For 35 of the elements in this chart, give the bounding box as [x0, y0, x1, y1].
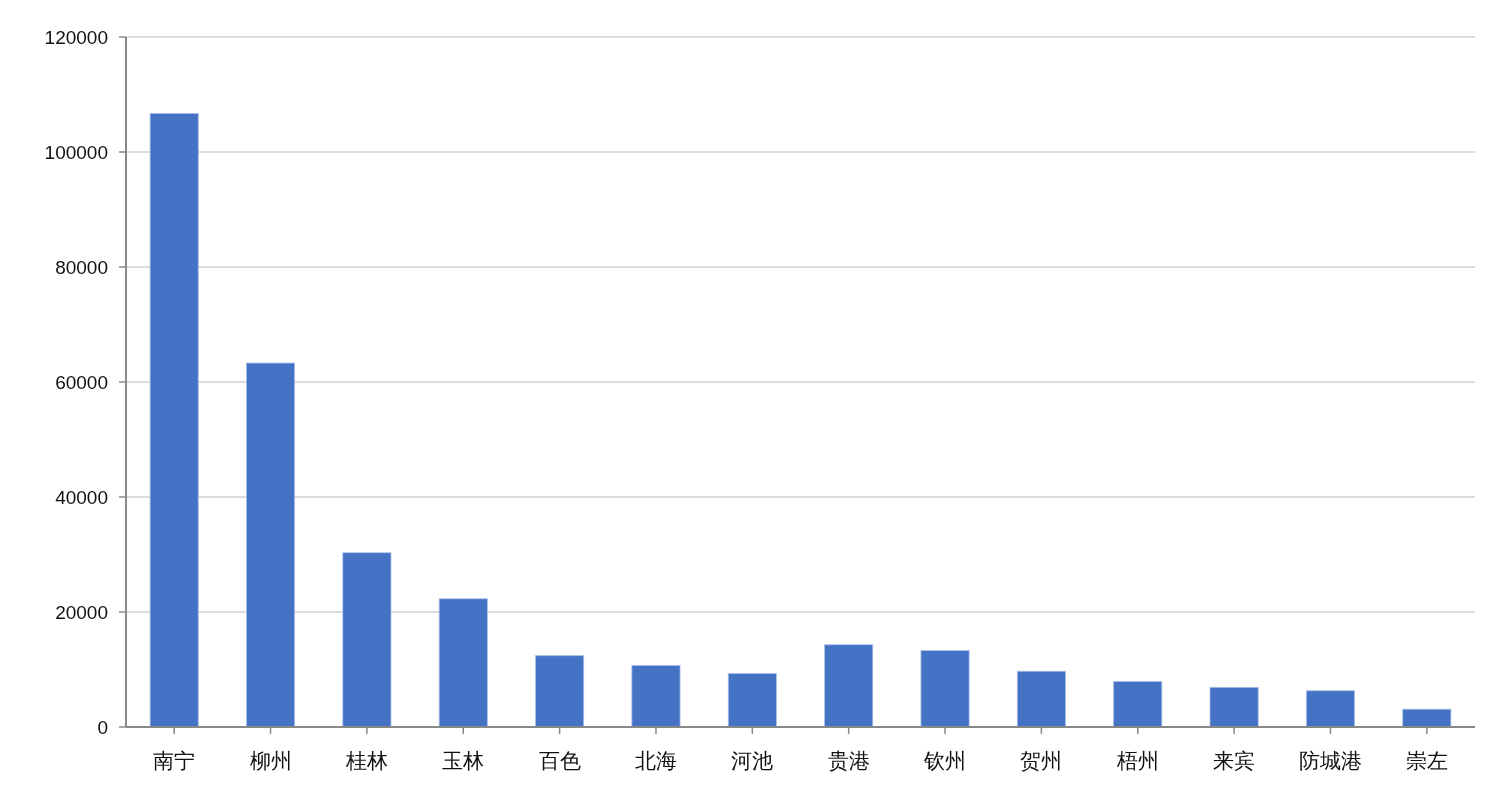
bar	[1402, 708, 1452, 728]
x-tick-label: 贺州	[1020, 748, 1063, 772]
x-tick-label: 南宁	[153, 748, 196, 772]
x-tick-label: 防城港	[1298, 748, 1362, 772]
bar	[342, 552, 392, 728]
bar	[920, 650, 970, 728]
bar	[1113, 681, 1163, 728]
y-tick-label: 40000	[55, 486, 108, 508]
x-tick-label: 贵港	[827, 748, 870, 772]
x-tick-label: 河池	[731, 748, 774, 772]
x-tick-label: 来宾	[1213, 748, 1256, 772]
y-tick-label: 0	[97, 716, 108, 738]
x-tick-label: 梧州	[1115, 748, 1159, 772]
bar	[535, 655, 585, 728]
y-tick-label: 120000	[44, 26, 108, 48]
bar	[246, 362, 296, 728]
x-tick-label: 钦州	[923, 748, 967, 772]
x-tick-label: 柳州	[249, 748, 292, 772]
bar	[1016, 670, 1066, 728]
bar	[1209, 686, 1259, 728]
bar	[631, 665, 681, 728]
bar	[1305, 690, 1355, 728]
x-tick-label: 北海	[634, 748, 677, 772]
x-tick-label: 崇左	[1405, 748, 1448, 772]
bar	[438, 598, 488, 728]
x-tick-label: 玉林	[442, 748, 485, 772]
y-tick-label: 60000	[55, 371, 108, 393]
y-tick-label: 80000	[55, 256, 108, 278]
bar	[824, 644, 874, 728]
x-tick-label: 百色	[538, 748, 581, 772]
y-tick-label: 100000	[44, 141, 108, 163]
x-tick-label: 桂林	[344, 748, 388, 772]
bar	[727, 673, 777, 728]
bar	[149, 113, 199, 728]
y-tick-label: 20000	[55, 601, 108, 623]
